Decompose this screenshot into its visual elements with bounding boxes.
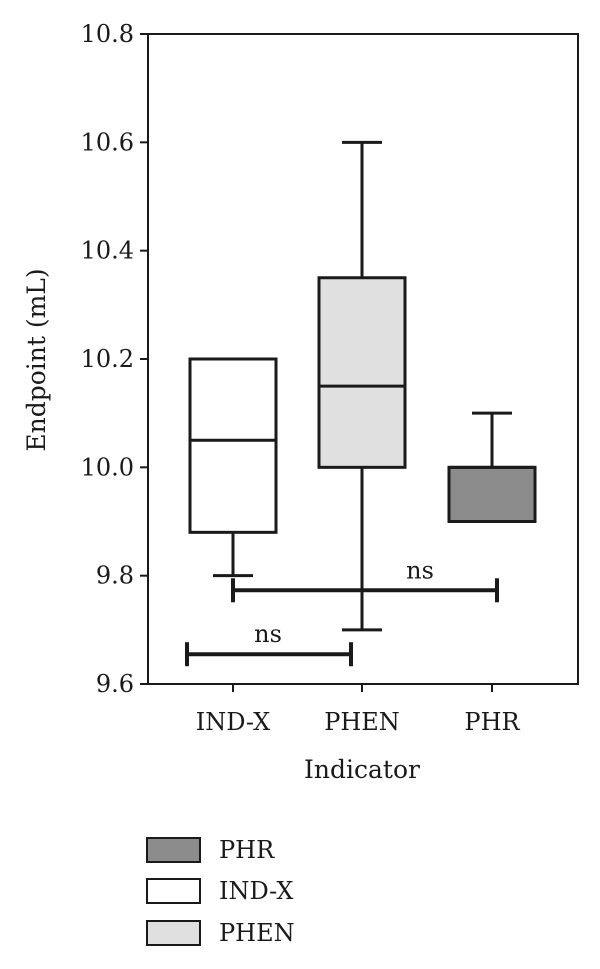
legend-label: PHR: [219, 836, 275, 864]
y-tick-label: 10.4: [81, 237, 134, 265]
x-axis-title: Indicator: [304, 755, 420, 784]
legend-swatch: [146, 920, 201, 946]
legend-entry: PHEN: [146, 919, 295, 947]
legend-label: PHEN: [219, 919, 295, 947]
legend-entry: IND-X: [146, 877, 294, 905]
box-phr: [447, 411, 537, 524]
y-tick-label: 10.6: [81, 128, 134, 156]
iqr-box: [317, 276, 407, 469]
box-phen: [317, 140, 407, 632]
y-axis-title: Endpoint (mL): [22, 268, 51, 451]
x-tick-label: PHR: [464, 708, 520, 736]
x-tick-label: IND-X: [196, 708, 271, 736]
y-tick-label: 10.2: [81, 345, 134, 373]
box-ind-x: [188, 357, 278, 578]
legend-label: IND-X: [219, 877, 294, 905]
y-tick-label: 10.8: [81, 20, 134, 48]
legend-swatch: [146, 878, 201, 904]
x-tick-label: PHEN: [324, 708, 400, 736]
axes: 9.6 9.8 10.0 10.2 10.4 10.6 10.8 IND-X PHEN PHR: [81, 20, 579, 736]
significance-brackets: ns ns: [185, 556, 499, 667]
y-tick-label: 9.6: [96, 670, 134, 698]
legend-swatch: [146, 837, 201, 863]
legend: PHR IND-X PHEN: [146, 836, 295, 947]
iqr-box: [188, 357, 278, 534]
significance-bracket: ns: [231, 556, 499, 603]
legend-entry: PHR: [146, 836, 275, 864]
iqr-box: [447, 465, 537, 524]
boxes: [188, 140, 537, 632]
significance-label: ns: [406, 556, 434, 584]
y-tick-label: 9.8: [96, 562, 134, 590]
significance-label: ns: [254, 620, 282, 648]
y-tick-label: 10.0: [81, 453, 134, 481]
significance-bracket: ns: [185, 620, 353, 667]
